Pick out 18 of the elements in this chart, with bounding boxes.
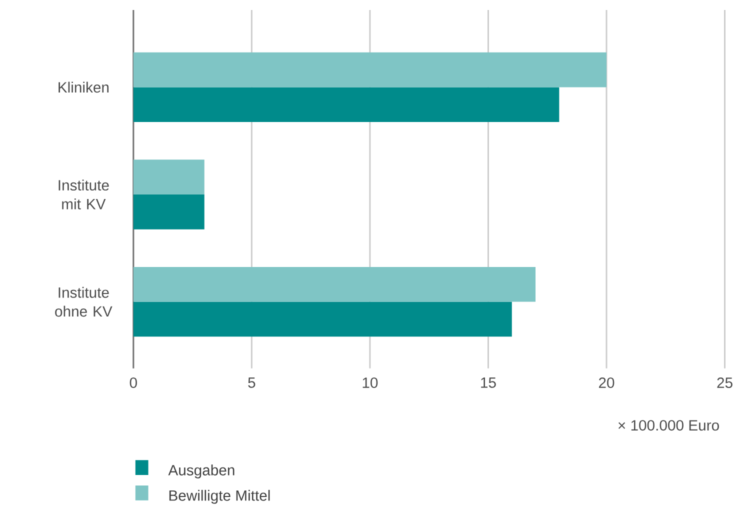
x-tick-label: 0 xyxy=(130,378,137,388)
y-tick-label: Institute ohne KV xyxy=(55,287,112,317)
bar xyxy=(133,302,512,337)
bar xyxy=(133,267,536,302)
legend-label: Ausgaben xyxy=(168,464,234,479)
x-tick-label: 15 xyxy=(481,378,496,388)
x-tick-label: 25 xyxy=(717,378,732,388)
y-tick-label: Institute mit KV xyxy=(58,180,109,210)
bar xyxy=(133,87,560,122)
x-tick-label: 5 xyxy=(248,378,256,388)
x-axis-title: × 100.000 Euro xyxy=(618,420,719,431)
y-tick-label: Kliniken xyxy=(58,82,109,93)
bar xyxy=(133,52,606,88)
legend-label: Bewilligte Mittel xyxy=(169,490,270,504)
x-tick-label: 20 xyxy=(598,378,614,388)
x-tick-label: 10 xyxy=(362,378,378,388)
bar xyxy=(133,194,204,230)
bar xyxy=(133,160,204,195)
